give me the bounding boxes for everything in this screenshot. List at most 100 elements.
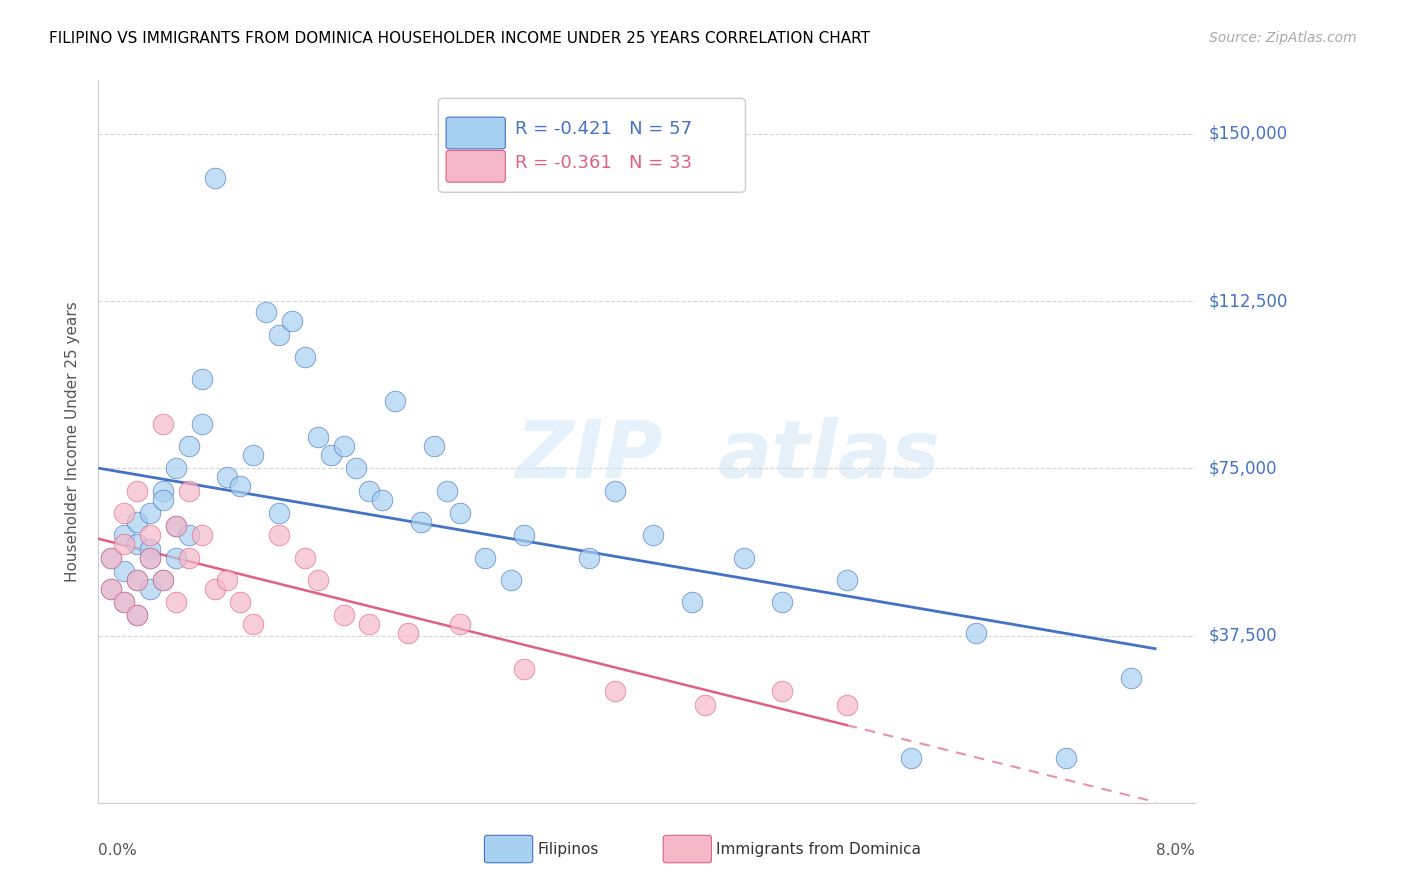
Point xyxy=(190,417,212,431)
Point xyxy=(139,506,162,520)
Point xyxy=(770,595,793,609)
Point xyxy=(139,582,162,596)
Point xyxy=(112,564,135,578)
Point xyxy=(165,550,187,565)
Point xyxy=(384,394,406,409)
Point xyxy=(229,595,252,609)
Point xyxy=(152,417,174,431)
Point xyxy=(100,582,122,596)
Point xyxy=(165,595,187,609)
Point xyxy=(112,506,135,520)
Point xyxy=(603,684,626,698)
Text: R = -0.361   N = 33: R = -0.361 N = 33 xyxy=(515,154,692,172)
Point xyxy=(100,550,122,565)
Point xyxy=(449,506,471,520)
Point xyxy=(423,439,446,453)
Point xyxy=(371,492,394,507)
Text: $75,000: $75,000 xyxy=(1209,459,1278,477)
Point xyxy=(177,483,200,498)
Text: $37,500: $37,500 xyxy=(1209,626,1278,645)
Text: $150,000: $150,000 xyxy=(1209,125,1288,143)
Point xyxy=(643,528,665,542)
Text: 8.0%: 8.0% xyxy=(1156,843,1195,857)
Point xyxy=(190,528,212,542)
FancyBboxPatch shape xyxy=(446,117,505,149)
Point xyxy=(100,550,122,565)
Point xyxy=(229,479,252,493)
Text: Filipinos: Filipinos xyxy=(537,841,599,856)
Point xyxy=(965,626,987,640)
Point xyxy=(307,430,329,444)
Point xyxy=(139,550,162,565)
Point xyxy=(127,515,149,529)
Text: atlas: atlas xyxy=(718,417,941,495)
Point xyxy=(139,541,162,556)
Point xyxy=(835,698,858,712)
Point xyxy=(127,573,149,587)
FancyBboxPatch shape xyxy=(446,151,505,182)
Point xyxy=(112,595,135,609)
Point xyxy=(177,439,200,453)
Point xyxy=(152,483,174,498)
FancyBboxPatch shape xyxy=(485,835,533,863)
Point xyxy=(578,550,600,565)
Point xyxy=(112,528,135,542)
Point xyxy=(449,617,471,632)
Text: $112,500: $112,500 xyxy=(1209,292,1288,310)
Point xyxy=(127,608,149,623)
Text: R = -0.421   N = 57: R = -0.421 N = 57 xyxy=(515,120,692,138)
Point xyxy=(474,550,496,565)
Y-axis label: Householder Income Under 25 years: Householder Income Under 25 years xyxy=(65,301,80,582)
Point xyxy=(139,550,162,565)
Point xyxy=(242,448,264,462)
Point xyxy=(396,626,419,640)
Text: Source: ZipAtlas.com: Source: ZipAtlas.com xyxy=(1209,31,1357,45)
Point xyxy=(359,617,381,632)
Point xyxy=(603,483,626,498)
Point xyxy=(294,350,316,364)
Point xyxy=(112,595,135,609)
Text: Immigrants from Dominica: Immigrants from Dominica xyxy=(716,841,921,856)
Point xyxy=(267,506,290,520)
Text: FILIPINO VS IMMIGRANTS FROM DOMINICA HOUSEHOLDER INCOME UNDER 25 YEARS CORRELATI: FILIPINO VS IMMIGRANTS FROM DOMINICA HOU… xyxy=(49,31,870,46)
Point xyxy=(152,492,174,507)
Point xyxy=(900,751,922,765)
Point xyxy=(835,573,858,587)
Text: 0.0%: 0.0% xyxy=(98,843,138,857)
Point xyxy=(693,698,716,712)
Point xyxy=(436,483,458,498)
Point xyxy=(112,537,135,551)
Point xyxy=(100,582,122,596)
Point xyxy=(254,305,277,319)
Point xyxy=(152,573,174,587)
Point xyxy=(190,372,212,386)
Point xyxy=(127,573,149,587)
Point xyxy=(513,662,536,676)
Point xyxy=(294,550,316,565)
Point xyxy=(204,582,226,596)
Point xyxy=(127,537,149,551)
Text: ZIP: ZIP xyxy=(515,417,662,495)
Point xyxy=(217,573,239,587)
Point xyxy=(152,573,174,587)
Point xyxy=(177,528,200,542)
Point xyxy=(409,515,432,529)
FancyBboxPatch shape xyxy=(664,835,711,863)
Point xyxy=(281,314,304,328)
Point xyxy=(127,483,149,498)
Point xyxy=(204,171,226,186)
Point xyxy=(501,573,523,587)
Point xyxy=(733,550,755,565)
Point xyxy=(770,684,793,698)
Point xyxy=(513,528,536,542)
Point xyxy=(177,550,200,565)
Point xyxy=(165,461,187,475)
Point xyxy=(267,528,290,542)
Point xyxy=(242,617,264,632)
Point xyxy=(359,483,381,498)
FancyBboxPatch shape xyxy=(439,98,745,193)
Point xyxy=(681,595,703,609)
Point xyxy=(332,439,354,453)
Point xyxy=(346,461,368,475)
Point xyxy=(165,519,187,533)
